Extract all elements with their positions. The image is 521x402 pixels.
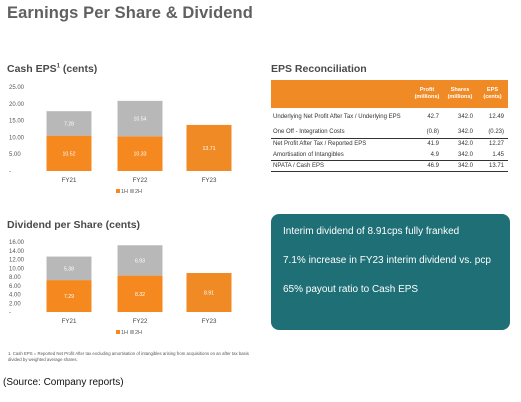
y-tick-label: 8.00 — [9, 275, 21, 281]
y-tick-label: 6.00 — [9, 284, 21, 290]
row-eps: (0.23) — [488, 129, 504, 136]
cash-eps-footnote-marker: 1 — [56, 63, 60, 70]
data-label: 7.29 — [64, 294, 74, 300]
bar-1h-fy23 — [186, 273, 232, 312]
row-profit: 41.9 — [411, 137, 443, 150]
y-tick-label: 25.00 — [9, 85, 25, 91]
row-profit: 46.9 — [411, 160, 443, 173]
row-label: NPATA / Cash EPS — [271, 160, 411, 173]
header-blank — [271, 80, 411, 108]
row-eps: 12.49 — [488, 113, 504, 120]
x-tick-label: FY21 — [62, 318, 77, 325]
y-tick-label: 4.00 — [9, 293, 21, 299]
legend-label-2h: 2H — [135, 189, 142, 195]
cash-eps-chart: 25.00 20.00 15.00 10.00 5.00 - 10.52 7.28 FY21 10… — [9, 85, 232, 195]
data-label: 8.91 — [204, 291, 214, 297]
data-label: 10.54 — [134, 117, 147, 123]
dps-title: Dividend per Share (cents) — [7, 219, 141, 231]
x-tick-label: FY22 — [133, 318, 148, 325]
footnote: 1. Cash EPS = Reported Net Profit After … — [8, 351, 249, 363]
row-label: Underlying Net Profit After Tax / Underl… — [273, 113, 401, 120]
bar-2h-fy22 — [117, 100, 163, 137]
bar-2h-fy21 — [46, 111, 92, 136]
row-label: One Off - Integration Costs — [273, 129, 345, 136]
row-eps: 12.27 — [477, 137, 508, 150]
y-tick-label: 12.00 — [9, 258, 25, 264]
y-tick-label: 5.00 — [9, 152, 21, 158]
legend-label-2h: 2H — [135, 330, 142, 336]
reconciliation-title: EPS Reconciliation — [271, 63, 367, 75]
row-profit: 42.7 — [427, 113, 439, 120]
data-label: 10.52 — [63, 151, 76, 157]
callout-line-3: 65% payout ratio to Cash EPS — [283, 284, 419, 295]
table-row: Underlying Net Profit After Tax / Underl… — [271, 108, 508, 127]
table-header-row: Profit (millions) Shares (millions) EPS … — [271, 80, 508, 108]
y-tick-label: 10.00 — [9, 135, 25, 141]
row-eps: 13.71 — [477, 160, 508, 173]
header-profit: Profit (millions) — [411, 80, 443, 108]
x-tick-label: FY23 — [202, 318, 217, 325]
row-shares: 342.0 — [443, 137, 477, 150]
data-label: 10.33 — [134, 152, 147, 158]
bar-1h-fy22 — [117, 136, 163, 171]
y-tick-label: - — [9, 169, 11, 175]
table-row: Amortisation of Intangibles 4.9 342.0 1.… — [271, 149, 508, 160]
row-shares: 342.0 — [457, 151, 473, 158]
source-note: (Source: Company reports) — [3, 377, 124, 388]
bar-1h-fy21 — [46, 135, 92, 171]
y-tick-label: 15.00 — [9, 119, 25, 125]
page-title: Earnings Per Share & Dividend — [7, 4, 253, 22]
row-eps: 1.45 — [492, 151, 504, 158]
table-row: Net Profit After Tax / Reported EPS 41.9… — [271, 137, 508, 150]
data-label: 6.93 — [135, 258, 145, 264]
callout-line-2: 7.1% increase in FY23 interim dividend v… — [283, 255, 491, 266]
y-tick-label: 20.00 — [9, 102, 25, 108]
legend-label-1h: 1H — [121, 189, 128, 195]
row-label: Amortisation of Intangibles — [273, 151, 344, 158]
table-row: NPATA / Cash EPS 46.9 342.0 13.71 — [271, 160, 508, 173]
bar-1h-fy22 — [117, 275, 163, 312]
bar-2h-fy22 — [117, 245, 163, 276]
legend-label-1h: 1H — [121, 330, 128, 336]
y-tick-label: 2.00 — [9, 301, 21, 307]
row-shares: 342.0 — [457, 113, 473, 120]
y-tick-label: - — [9, 310, 11, 316]
cash-eps-title-text: Cash EPS — [7, 63, 57, 75]
header-shares: Shares (millions) — [443, 80, 477, 108]
cash-eps-title-suffix: (cents) — [59, 63, 98, 75]
data-label: 8.32 — [135, 292, 145, 298]
legend-swatch-2h — [130, 330, 134, 334]
x-tick-label: FY23 — [202, 177, 217, 184]
row-profit: 4.9 — [430, 151, 439, 158]
y-tick-label: 10.00 — [9, 266, 25, 272]
y-tick-label: 16.00 — [9, 240, 25, 246]
legend-swatch-2h — [130, 189, 134, 193]
table-row: One Off - Integration Costs (0.8) 342.0 … — [271, 127, 508, 138]
x-tick-label: FY21 — [62, 177, 77, 184]
bar-1h-fy21 — [46, 280, 92, 312]
row-shares: 342.0 — [443, 160, 477, 173]
header-eps: EPS (cents) — [477, 80, 508, 108]
row-label: Net Profit After Tax / Reported EPS — [271, 137, 411, 150]
legend-swatch-1h — [116, 330, 120, 334]
dividend-callout: Interim dividend of 8.91cps fully franke… — [271, 214, 510, 330]
y-tick-label: 14.00 — [9, 249, 25, 255]
reconciliation-table: Profit (millions) Shares (millions) EPS … — [271, 80, 508, 173]
x-tick-label: FY22 — [133, 177, 148, 184]
data-label: 7.28 — [64, 121, 74, 127]
dps-chart: 16.00 14.00 12.00 10.00 8.00 6.00 4.00 2.00 - 7.2… — [9, 240, 232, 336]
callout-line-1: Interim dividend of 8.91cps fully franke… — [283, 226, 460, 237]
legend-swatch-1h — [116, 189, 120, 193]
cash-eps-title: Cash EPS1 (cents) — [7, 63, 97, 75]
bar-2h-fy21 — [46, 256, 92, 281]
bar-1h-fy23 — [186, 124, 232, 171]
row-profit: (0.8) — [426, 129, 439, 136]
data-label: 13.71 — [203, 146, 216, 152]
data-label: 5.38 — [64, 266, 74, 272]
row-shares: 342.0 — [457, 129, 473, 136]
